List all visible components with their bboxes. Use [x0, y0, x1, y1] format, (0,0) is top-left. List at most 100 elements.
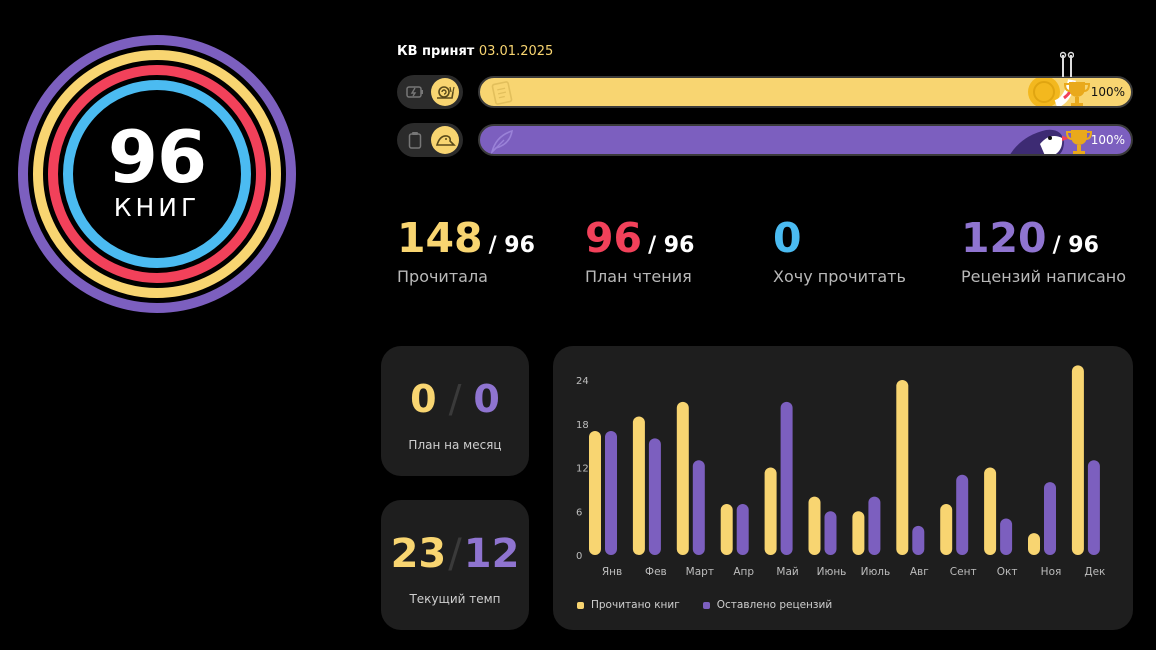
- stat-want-label: Хочу прочитать: [773, 267, 906, 286]
- x-tick-label: Сент: [950, 566, 977, 578]
- ring-blue: [63, 80, 251, 268]
- y-tick-label: 12: [576, 464, 589, 475]
- bar-reviews: [648, 438, 661, 555]
- books-unit: КНИГ: [113, 193, 201, 222]
- bar-reviews: [736, 503, 749, 555]
- ring-yellow: [33, 50, 281, 298]
- bar-reviews: [956, 474, 969, 555]
- reading-progress-bar: 100%: [478, 76, 1133, 108]
- legend-swatch-reviews: [702, 601, 710, 609]
- stat-plan-value: 96: [585, 214, 643, 262]
- trophy-icon: [1065, 126, 1093, 154]
- accepted-label: КВ принят: [397, 44, 475, 59]
- stat-want: 0 Хочу прочитать: [773, 218, 906, 287]
- battery-bolt-icon: [403, 80, 427, 104]
- bar-reviews: [868, 496, 881, 555]
- trophy-icon: [1063, 78, 1091, 106]
- seal-icon: [431, 126, 459, 154]
- bar-reviews: [780, 401, 793, 555]
- month-plan-reviews: 0: [473, 377, 500, 421]
- bar-reviews: [692, 460, 705, 555]
- stat-reviews-label: Рецензий написано: [961, 267, 1127, 286]
- bar-read: [852, 511, 865, 555]
- current-pace-card: 23/12 Текущий темп: [381, 500, 529, 630]
- month-plan-values: 0/0: [381, 380, 529, 418]
- stat-read: 148/ 96 Прочитала: [397, 218, 535, 287]
- bar-reviews: [1044, 482, 1056, 555]
- reviews-mode-toggle[interactable]: [397, 123, 463, 157]
- bar-read: [1028, 533, 1040, 555]
- y-tick-label: 0: [576, 551, 582, 562]
- divider: /: [448, 377, 462, 421]
- legend-swatch-read: [577, 601, 584, 609]
- bar-read: [940, 503, 953, 555]
- bar-reviews: [824, 511, 837, 555]
- book-icon: [488, 80, 518, 106]
- bar-read: [1071, 365, 1084, 555]
- chart-legend: Прочитано книг Оставлено рецензий: [577, 599, 855, 611]
- feather-icon: [488, 128, 518, 154]
- x-tick-label: Дек: [1084, 566, 1105, 578]
- bar-read: [896, 380, 909, 555]
- current-pace-read: 23: [390, 531, 447, 577]
- stat-read-value: 148: [397, 214, 483, 262]
- bar-reviews: [912, 525, 925, 555]
- legend-label-read: Прочитано книг: [591, 599, 680, 611]
- bar-read: [984, 467, 997, 555]
- snail-icon: [431, 78, 459, 106]
- current-pace-label: Текущий темп: [409, 592, 501, 606]
- ring-red: [48, 65, 266, 283]
- y-tick-label: 24: [576, 376, 589, 387]
- current-pace-values: 23/12: [381, 534, 529, 574]
- reading-percent: 100%: [1090, 85, 1125, 99]
- divider: /: [448, 531, 462, 577]
- x-tick-label: Июль: [861, 566, 891, 578]
- stat-plan: 96/ 96 План чтения: [585, 218, 695, 287]
- legend-item-reviews: Оставлено рецензий: [702, 599, 833, 611]
- stat-want-value: 0: [773, 214, 802, 262]
- bar-read: [720, 503, 733, 555]
- current-pace-reviews: 12: [463, 531, 520, 577]
- snail-antennae-icon: [1059, 51, 1075, 81]
- concentric-rings: [18, 35, 296, 313]
- reading-mode-toggle[interactable]: [397, 75, 463, 109]
- bar-read: [764, 467, 777, 555]
- x-tick-label: Ноя: [1041, 566, 1062, 578]
- bar-reviews: [605, 431, 617, 555]
- stat-read-label: Прочитала: [397, 267, 488, 286]
- monthly-chart-card: 0 6 12 18 24 Янв Фев Март Апр Май Июнь Июль Авг Сент О…: [553, 346, 1133, 630]
- x-tick-label: Окт: [997, 566, 1018, 578]
- y-tick-label: 6: [576, 507, 582, 518]
- reviews-percent: 100%: [1090, 133, 1125, 147]
- x-tick-label: Май: [776, 566, 798, 578]
- penguin-mascot-icon: [1006, 126, 1070, 154]
- x-tick-label: Апр: [733, 566, 754, 578]
- month-plan-card: 0/0 План на месяц: [381, 346, 529, 476]
- challenge-accepted: КВ принят 03.01.2025: [397, 44, 553, 59]
- y-tick-label: 18: [576, 420, 589, 431]
- reviews-progress-row: 100%: [397, 123, 1133, 157]
- x-tick-label: Март: [686, 566, 714, 578]
- accepted-date: 03.01.2025: [478, 44, 554, 59]
- month-plan-read: 0: [410, 377, 437, 421]
- month-plan-label: План на месяц: [408, 438, 502, 452]
- books-count: 96: [107, 115, 207, 199]
- bar-read: [808, 496, 821, 555]
- stat-reviews: 120/ 96 Рецензий написано: [961, 218, 1127, 287]
- bar-read: [589, 431, 601, 555]
- stat-plan-total: / 96: [648, 233, 695, 258]
- legend-item-read: Прочитано книг: [577, 599, 680, 611]
- clipboard-icon: [403, 128, 427, 152]
- reviews-progress-bar: 100%: [478, 124, 1133, 156]
- bar-read: [632, 416, 645, 555]
- stat-read-total: / 96: [488, 233, 535, 258]
- books-ring-badge: 96 КНИГ: [16, 33, 298, 315]
- bar-reviews: [1087, 460, 1100, 555]
- x-tick-label: Авг: [910, 566, 929, 578]
- stat-reviews-value: 120: [961, 214, 1047, 262]
- legend-label-reviews: Оставлено рецензий: [716, 599, 833, 611]
- x-tick-label: Фев: [645, 566, 667, 578]
- ring-purple: [18, 35, 296, 313]
- bar-reviews: [1000, 518, 1013, 555]
- x-tick-label: Июнь: [817, 566, 847, 578]
